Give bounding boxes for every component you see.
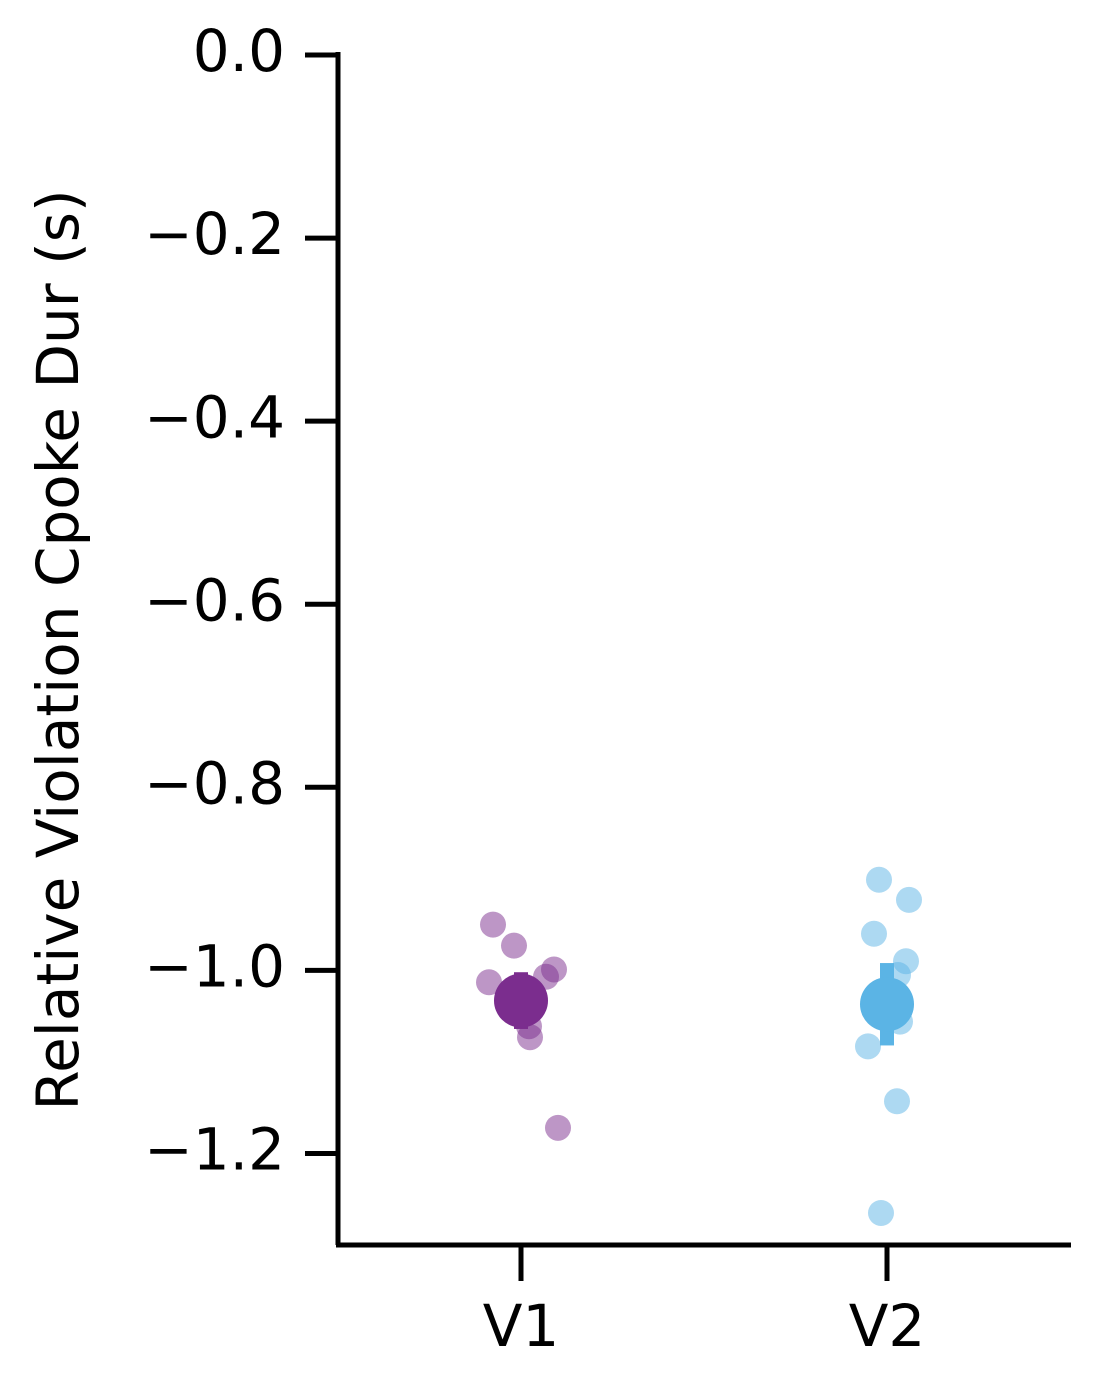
data-point xyxy=(517,1024,543,1051)
data-point xyxy=(480,911,506,938)
mean-marker xyxy=(860,977,914,1032)
data-point xyxy=(884,1088,910,1115)
mean-marker xyxy=(494,973,548,1028)
x-tick-label: V1 xyxy=(483,1292,560,1360)
y-tick-label: 0.0 xyxy=(193,17,285,85)
data-point xyxy=(861,920,887,947)
y-tick-label: −0.2 xyxy=(144,200,285,268)
y-tick-label: −1.0 xyxy=(144,932,285,1000)
y-tick-label: −0.4 xyxy=(144,383,285,451)
data-point xyxy=(545,1114,571,1141)
data-point xyxy=(868,1199,894,1226)
y-tick-label: −1.2 xyxy=(144,1116,285,1184)
x-tick-label: V2 xyxy=(849,1292,926,1360)
data-point xyxy=(866,866,892,893)
data-point xyxy=(855,1033,881,1060)
y-axis-label: Relative Violation Cpoke Dur (s) xyxy=(24,189,92,1110)
data-point xyxy=(896,886,922,913)
y-tick-label: −0.6 xyxy=(144,566,285,634)
y-tick-label: −0.8 xyxy=(144,749,285,817)
data-point xyxy=(501,932,527,959)
data-point xyxy=(476,969,502,996)
